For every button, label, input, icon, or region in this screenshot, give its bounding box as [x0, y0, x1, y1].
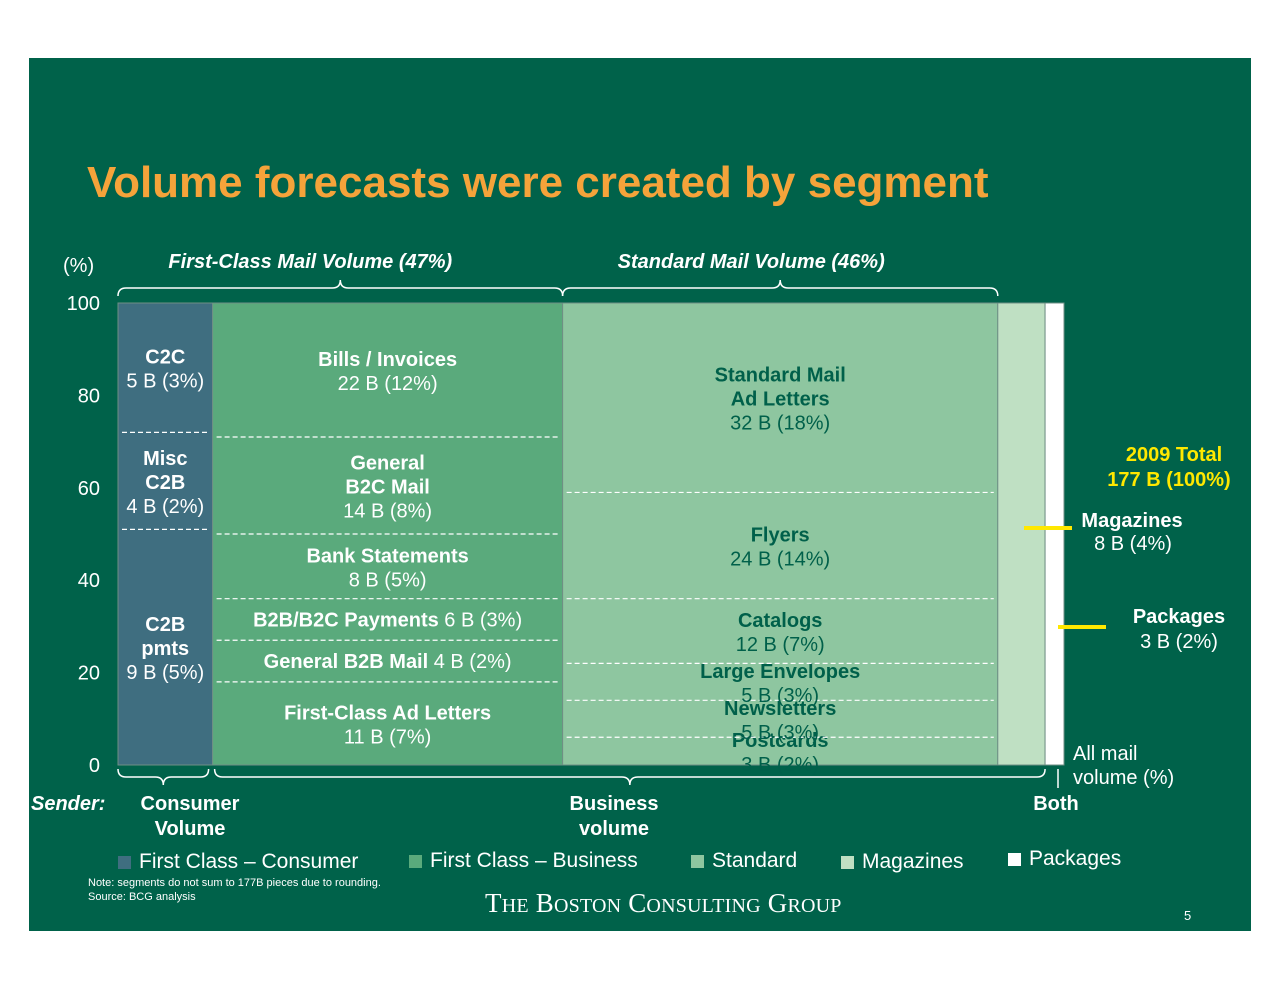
legend-item-first-class-business: First Class – Business: [409, 849, 638, 873]
segment-label-c2b-pmts: pmts: [141, 638, 189, 660]
segment-label-c2c: C2C: [145, 347, 185, 369]
legend-swatch: [118, 855, 131, 869]
segment-label-misc-c2b: C2B: [145, 472, 185, 494]
callout-value-packages: 3 B (2%): [1140, 631, 1218, 653]
segment-value-first-class-ad-letters: 11 B (7%): [344, 726, 431, 748]
segment-label-postcards: Postcards: [732, 730, 829, 752]
legend-label: First Class – Business: [430, 849, 638, 872]
callout-label-magazines: Magazines: [1081, 510, 1182, 532]
segment-value-flyers: 24 B (14%): [730, 549, 830, 571]
segment-value-general-b2c-mail: 14 B (8%): [343, 500, 432, 522]
segment-value-standard-mail-ad-letters: 32 B (18%): [730, 413, 830, 435]
y-tick-label: 0: [89, 755, 100, 777]
segment-label-catalogs: Catalogs: [738, 610, 822, 632]
bracket-consumer: [117, 768, 210, 786]
segment-label-general-b2c-mail: B2C Mail: [345, 476, 429, 498]
y-tick-label: 20: [78, 663, 100, 685]
segment-label-c2b-pmts: C2B: [145, 614, 185, 636]
page-title: Volume forecasts were created by segment: [87, 158, 989, 207]
page-number: 5: [1184, 908, 1192, 923]
segment-label-bills-invoices: Bills / Invoices: [318, 349, 457, 371]
x-axis-label: volume (%): [1073, 767, 1174, 789]
legend-swatch: [841, 855, 854, 869]
legend-label: Standard: [712, 849, 798, 872]
legend-item-first-class-consumer: First Class – Consumer: [118, 850, 358, 874]
segment-value-bills-invoices: 22 B (12%): [338, 373, 438, 395]
footnote-source: Source: BCG analysis: [88, 891, 196, 903]
sender-prefix: Sender:: [31, 793, 105, 815]
segment-value-catalogs: 12 B (7%): [736, 634, 825, 656]
legend-item-packages: Packages: [1008, 847, 1121, 871]
legend-item-standard: Standard: [691, 849, 797, 873]
bracket-label: Standard Mail Volume (46%): [618, 251, 885, 273]
legend-item-magazines: Magazines: [841, 850, 964, 874]
y-axis-unit: (%): [63, 255, 94, 277]
segment-value-c2b-pmts: 9 B (5%): [126, 662, 204, 684]
segment-label-newsletters: Newsletters: [724, 698, 836, 720]
slide: Volume forecasts were created by segment…: [29, 58, 1251, 931]
segment-label-bank-statements: Bank Statements: [306, 545, 468, 567]
total-label: 2009 Total: [1126, 444, 1222, 466]
callout-value-magazines: 8 B (4%): [1094, 533, 1172, 555]
segment-label-flyers: Flyers: [751, 525, 810, 547]
segment-value-bank-statements: 8 B (5%): [349, 569, 427, 591]
legend-label: First Class – Consumer: [139, 850, 359, 873]
segment-label-misc-c2b: Misc: [143, 448, 187, 470]
legend-label: Packages: [1029, 847, 1122, 870]
sender-label: Business: [570, 793, 659, 815]
footnote-note: Note: segments do not sum to 177B pieces…: [88, 877, 381, 889]
sender-label: Consumer: [141, 793, 240, 815]
legend-swatch: [409, 854, 422, 868]
sender-label: volume: [579, 818, 649, 840]
segment-label-standard-mail-ad-letters: Standard Mail: [715, 365, 846, 387]
callout-label-packages: Packages: [1133, 606, 1225, 628]
segment-value-postcards: 3 B (2%): [741, 754, 819, 776]
y-tick-label: 100: [67, 293, 100, 315]
column-magazines: [997, 302, 1046, 766]
segment-label-standard-mail-ad-letters: Ad Letters: [731, 389, 830, 411]
column-first-class-consumer: [117, 302, 214, 766]
x-axis-label: All mail: [1073, 743, 1137, 765]
sender-label: Volume: [155, 818, 226, 840]
legend-swatch: [691, 854, 704, 868]
segment-value-misc-c2b: 4 B (2%): [126, 496, 204, 518]
y-tick-label: 40: [78, 570, 100, 592]
column-standard: [562, 302, 999, 766]
y-tick-label: 60: [78, 478, 100, 500]
segment-label-general-b2b-mail: General B2B Mail 4 B (2%): [264, 651, 512, 673]
segment-label-b2b-b2c-payments: B2B/B2C Payments 6 B (3%): [253, 609, 522, 631]
total-value: 177 B (100%): [1107, 469, 1230, 491]
legend-label: Magazines: [862, 850, 964, 873]
column-packages: [1044, 302, 1065, 766]
bracket-business: [213, 768, 1046, 786]
y-tick-label: 80: [78, 385, 100, 407]
legend-swatch: [1008, 852, 1021, 866]
bcg-logo: THE BOSTON CONSULTING GROUP: [485, 888, 842, 918]
segment-label-large-envelopes: Large Envelopes: [700, 661, 860, 683]
segment-label-first-class-ad-letters: First-Class Ad Letters: [284, 702, 491, 724]
bracket-first-class: [117, 279, 564, 297]
segment-value-newsletters: 5 B (3%): [741, 722, 819, 744]
bracket-standard: [561, 279, 999, 297]
segment-value-large-envelopes: 5 B (3%): [741, 685, 819, 707]
segment-label-general-b2c-mail: General: [350, 452, 424, 474]
bracket-label: First-Class Mail Volume (47%): [168, 251, 452, 273]
segment-value-c2c: 5 B (3%): [126, 371, 204, 393]
sender-label: Both: [1033, 793, 1079, 815]
